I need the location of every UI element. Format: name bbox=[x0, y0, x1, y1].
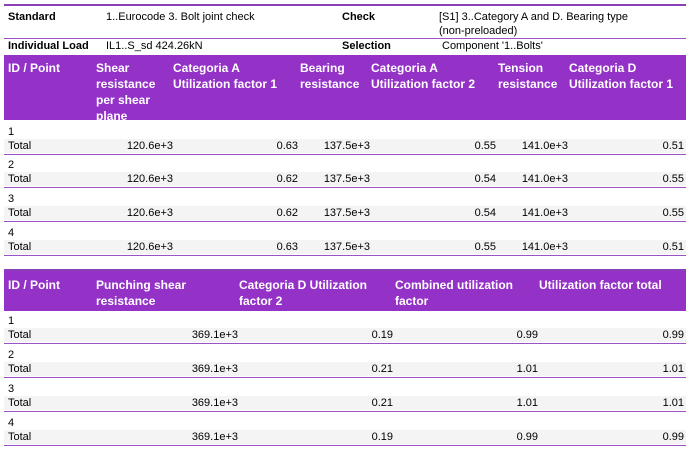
standard-label: Standard bbox=[8, 11, 56, 23]
table1-header-cat-a-factor-1: Categoria A Utilization factor 1 bbox=[173, 61, 278, 91]
table1-cell-bearing: 137.5e+3 bbox=[323, 207, 370, 219]
table2-row-band bbox=[4, 328, 686, 342]
check-label: Check bbox=[342, 11, 376, 23]
table2-cell-punching: 369.1e+3 bbox=[191, 363, 238, 375]
check-value-continued: (non-preloaded) bbox=[439, 25, 518, 37]
table2-cell-total: 1.01 bbox=[662, 397, 684, 409]
table1-cell-cat-a-1: 0.62 bbox=[276, 173, 298, 185]
table2-row-label: Total bbox=[8, 363, 32, 375]
selection-value: Component '1..Bolts' bbox=[442, 40, 543, 52]
table1-cell-cat-a-2: 0.55 bbox=[474, 241, 496, 253]
table2-cell-cat-d-2: 0.21 bbox=[371, 363, 393, 375]
info-top-rule bbox=[4, 4, 686, 6]
table1-header-bearing-resistance: Bearing resistance bbox=[300, 61, 360, 91]
table1-cell-tension: 141.0e+3 bbox=[521, 241, 568, 253]
table1-row-id: 4 bbox=[8, 227, 15, 239]
table1-row-rule bbox=[4, 187, 686, 188]
table2-cell-total: 1.01 bbox=[662, 363, 684, 375]
table1-row-label: Total bbox=[8, 173, 32, 185]
table2-cell-combined: 0.99 bbox=[516, 329, 538, 341]
table1-header-cat-a-factor-2: Categoria A Utilization factor 2 bbox=[371, 61, 476, 91]
table1-cell-bearing: 137.5e+3 bbox=[323, 173, 370, 185]
table2-row-id: 1 bbox=[8, 315, 15, 327]
table1-row-band bbox=[4, 206, 686, 220]
table1-cell-shear: 120.6e+3 bbox=[126, 207, 173, 219]
table2-top-rule bbox=[4, 269, 686, 271]
table2-cell-punching: 369.1e+3 bbox=[191, 431, 238, 443]
table2-cell-cat-d-2: 0.19 bbox=[371, 431, 393, 443]
info-divider bbox=[4, 38, 686, 39]
table1-cell-shear: 120.6e+3 bbox=[126, 173, 173, 185]
table1-row-rule bbox=[4, 154, 686, 155]
table1-row-rule bbox=[4, 221, 686, 222]
table2-cell-combined: 1.01 bbox=[516, 397, 538, 409]
load-value: IL1..S_sd 424.26kN bbox=[106, 40, 203, 52]
table2-row-band bbox=[4, 396, 686, 410]
table2-row-rule bbox=[4, 411, 686, 412]
table1-cell-bearing: 137.5e+3 bbox=[323, 241, 370, 253]
table2-row-id: 3 bbox=[8, 383, 15, 395]
table2-row-label: Total bbox=[8, 329, 32, 341]
table1-cell-cat-a-1: 0.63 bbox=[276, 241, 298, 253]
table2-cell-punching: 369.1e+3 bbox=[191, 329, 238, 341]
table2-cell-cat-d-2: 0.21 bbox=[371, 397, 393, 409]
table1-header-cat-d-factor-1: Categoria D Utilization factor 1 bbox=[569, 61, 674, 91]
selection-label: Selection bbox=[342, 40, 391, 52]
load-label: Individual Load bbox=[8, 40, 89, 52]
table1-cell-shear: 120.6e+3 bbox=[126, 140, 173, 152]
table1-cell-tension: 141.0e+3 bbox=[521, 173, 568, 185]
table2-cell-total: 0.99 bbox=[662, 329, 684, 341]
table2-row-id: 4 bbox=[8, 417, 15, 429]
table1-cell-cat-a-2: 0.54 bbox=[474, 173, 496, 185]
table1-cell-bearing: 137.5e+3 bbox=[323, 140, 370, 152]
table2-row-rule bbox=[4, 445, 686, 446]
table1-header-tension-resistance: Tension resistance bbox=[498, 61, 558, 91]
table1-cell-cat-d-1: 0.55 bbox=[662, 173, 684, 185]
table1-cell-cat-a-1: 0.63 bbox=[276, 140, 298, 152]
table2-cell-combined: 1.01 bbox=[516, 363, 538, 375]
table1-header-id: ID / Point bbox=[8, 61, 60, 75]
table1-row-label: Total bbox=[8, 140, 32, 152]
table1-cell-cat-a-2: 0.54 bbox=[474, 207, 496, 219]
table1-row-label: Total bbox=[8, 207, 32, 219]
table2-cell-total: 0.99 bbox=[662, 431, 684, 443]
table2-row-id: 2 bbox=[8, 349, 15, 361]
table1-header: ID / Point Shear resistance per shear pl… bbox=[4, 55, 686, 123]
table2-header-combined-factor: Combined utilization factor bbox=[395, 278, 513, 308]
table1-cell-cat-d-1: 0.55 bbox=[662, 207, 684, 219]
table1-row-id: 3 bbox=[8, 193, 15, 205]
table1-row-label: Total bbox=[8, 241, 32, 253]
table1-cell-cat-a-1: 0.62 bbox=[276, 207, 298, 219]
table2-row-rule bbox=[4, 377, 686, 378]
table1-cell-tension: 141.0e+3 bbox=[521, 140, 568, 152]
standard-value: 1..Eurocode 3. Bolt joint check bbox=[106, 11, 255, 23]
table1-row-band bbox=[4, 240, 686, 254]
table2-header: ID / Point Punching shear resistance Cat… bbox=[4, 271, 686, 311]
table2-header-cat-d-factor-2: Categoria D Utilization factor 2 bbox=[239, 278, 368, 308]
table1-cell-cat-d-1: 0.51 bbox=[662, 140, 684, 152]
table1-cell-shear: 120.6e+3 bbox=[126, 241, 173, 253]
table2-header-total-factor: Utilization factor total bbox=[539, 278, 662, 292]
table1-cell-cat-d-1: 0.51 bbox=[662, 241, 684, 253]
table1-cell-tension: 141.0e+3 bbox=[521, 207, 568, 219]
table2-header-id: ID / Point bbox=[8, 278, 60, 292]
table1-cell-cat-a-2: 0.55 bbox=[474, 140, 496, 152]
table2-row-band bbox=[4, 430, 686, 444]
table1-header-shear-resistance: Shear resistance per shear plane bbox=[96, 61, 156, 123]
table2-header-punching-shear: Punching shear resistance bbox=[96, 278, 187, 308]
table2-row-label: Total bbox=[8, 431, 32, 443]
table2-row-rule bbox=[4, 343, 686, 344]
table1-row-band bbox=[4, 139, 686, 153]
table2-cell-punching: 369.1e+3 bbox=[191, 397, 238, 409]
table1-row-id: 1 bbox=[8, 126, 15, 138]
table1-row-id: 2 bbox=[8, 159, 15, 171]
table2-row-label: Total bbox=[8, 397, 32, 409]
table2-row-band bbox=[4, 362, 686, 376]
table2-cell-cat-d-2: 0.19 bbox=[371, 329, 393, 341]
table1-row-band bbox=[4, 172, 686, 186]
table1-row-rule bbox=[4, 255, 686, 256]
table2-cell-combined: 0.99 bbox=[516, 431, 538, 443]
check-value: [S1] 3..Category A and D. Bearing type bbox=[439, 11, 628, 23]
